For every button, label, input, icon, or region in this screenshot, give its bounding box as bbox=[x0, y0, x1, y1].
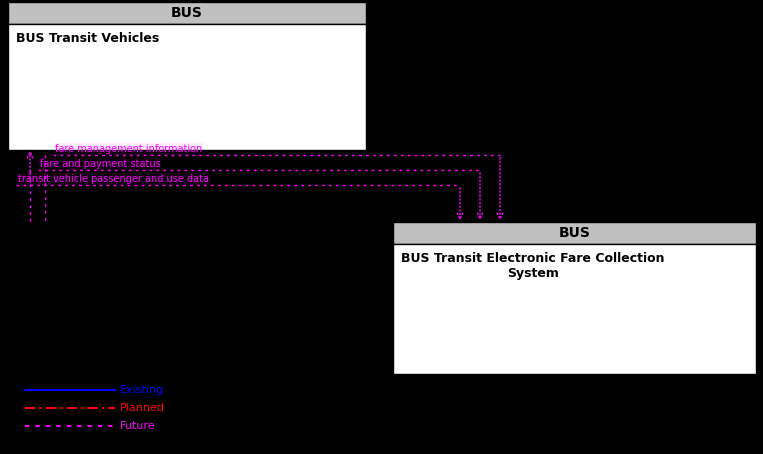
Text: Planned: Planned bbox=[120, 403, 165, 413]
Text: Future: Future bbox=[120, 421, 156, 431]
Bar bbox=[393, 222, 756, 244]
Text: BUS Transit Vehicles: BUS Transit Vehicles bbox=[16, 32, 159, 45]
Text: fare and payment status: fare and payment status bbox=[40, 159, 161, 169]
Bar bbox=[393, 244, 756, 374]
Bar bbox=[8, 24, 366, 150]
Text: transit vehicle passenger and use data: transit vehicle passenger and use data bbox=[18, 174, 209, 184]
Text: BUS Transit Electronic Fare Collection
System: BUS Transit Electronic Fare Collection S… bbox=[401, 252, 665, 280]
Text: BUS: BUS bbox=[559, 226, 591, 240]
Text: BUS: BUS bbox=[171, 6, 203, 20]
Bar bbox=[8, 2, 366, 24]
Text: fare management information: fare management information bbox=[55, 144, 202, 154]
Text: Existing: Existing bbox=[120, 385, 164, 395]
